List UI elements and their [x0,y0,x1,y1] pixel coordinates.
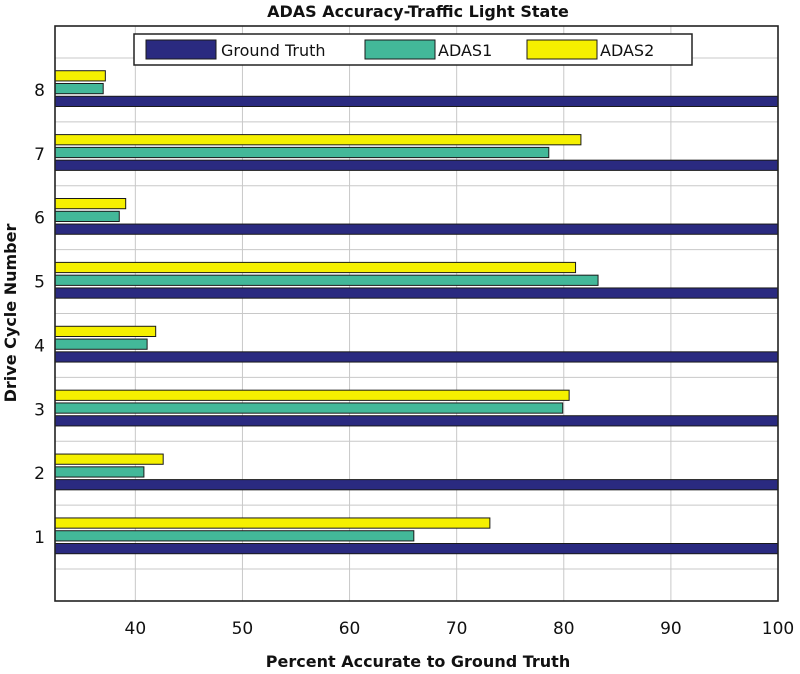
bar-adas1 [54,530,415,542]
y-tick-label: 7 [34,145,45,165]
bars [54,70,779,555]
bar-ground-truth [54,479,779,491]
plot-frame [54,25,779,602]
bar-adas1 [54,402,564,414]
legend-label: Ground Truth [221,41,326,60]
y-tick-label: 2 [34,464,45,484]
x-tick-label: 90 [660,619,682,639]
legend: Ground Truth ADAS1 ADAS2 [133,33,693,66]
x-tick-label: 50 [232,619,254,639]
bar-ground-truth [54,223,779,235]
y-axis-label: Drive Cycle Number [1,224,20,403]
x-tick-label: 80 [553,619,575,639]
legend-swatch [364,39,436,60]
legend-swatch [145,39,217,60]
legend-swatch [526,39,598,60]
y-tick-label: 6 [34,209,45,229]
bar-ground-truth [54,351,779,363]
y-tick-label: 3 [34,400,45,420]
y-tick-label: 8 [34,81,45,101]
y-tick-label: 4 [34,336,45,356]
bar-adas2 [54,517,491,529]
x-tick-label: 40 [125,619,147,639]
bar-adas2 [54,134,582,146]
chart-title: ADAS Accuracy-Traffic Light State [267,2,569,21]
x-tick-label: 60 [339,619,361,639]
x-tick-label: 100 [762,619,794,639]
y-tick-label: 1 [34,528,45,548]
bar-adas1 [54,274,599,286]
bar-adas2 [54,453,164,465]
bar-ground-truth [54,415,779,427]
bar-ground-truth [54,543,779,555]
x-axis-label: Percent Accurate to Ground Truth [266,652,570,671]
grid-lines [55,26,778,601]
bar-adas1 [54,146,550,159]
bar-adas2 [54,325,157,337]
bar-adas1 [54,210,120,222]
y-axis-ticks: 1 2 3 4 5 6 7 8 [34,81,45,548]
bar-adas1 [54,338,148,350]
bar-adas2 [54,389,570,401]
bar-ground-truth [54,95,779,108]
bar-ground-truth [54,287,779,299]
bar-adas2 [54,198,127,210]
legend-label: ADAS2 [600,41,654,60]
x-axis-ticks: 40 50 60 70 80 90 100 [125,619,795,639]
bar-adas1 [54,83,104,95]
bar-adas1 [54,466,145,478]
bar-ground-truth [54,159,779,171]
bar-adas2 [54,70,106,82]
x-tick-label: 70 [446,619,468,639]
legend-label: ADAS1 [438,41,492,60]
y-tick-label: 5 [34,273,45,293]
bar-adas2 [54,261,577,274]
